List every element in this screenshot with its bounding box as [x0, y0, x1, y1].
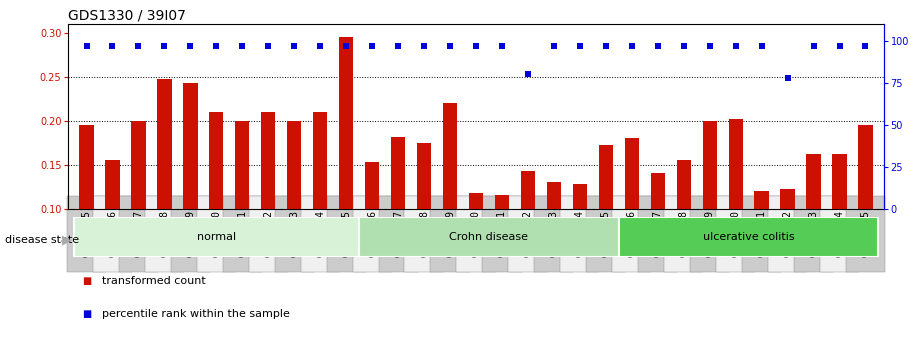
Text: Crohn disease: Crohn disease	[449, 232, 528, 242]
Bar	[599, 145, 613, 297]
Bar	[391, 137, 405, 297]
Bar	[781, 189, 794, 297]
Bar	[469, 193, 483, 297]
Bar	[365, 162, 379, 297]
Bar	[619, 217, 878, 257]
Bar	[235, 121, 250, 297]
Bar	[261, 112, 275, 297]
Bar	[287, 121, 302, 297]
Bar	[729, 119, 742, 297]
Bar	[495, 195, 509, 297]
Text: ■: ■	[82, 276, 91, 286]
Bar	[359, 217, 619, 257]
Bar	[339, 37, 353, 297]
Text: ulcerative colitis: ulcerative colitis	[702, 232, 794, 242]
Bar	[443, 103, 457, 297]
Bar	[858, 125, 873, 297]
Bar	[74, 217, 359, 257]
Text: percentile rank within the sample: percentile rank within the sample	[102, 309, 290, 319]
Bar	[210, 112, 223, 297]
Text: GDS1330 / 39I07: GDS1330 / 39I07	[68, 9, 186, 23]
Bar	[754, 191, 769, 297]
Text: transformed count: transformed count	[102, 276, 206, 286]
Bar	[521, 171, 535, 297]
Bar	[131, 121, 146, 297]
Bar	[702, 121, 717, 297]
Bar	[677, 160, 691, 297]
Bar	[806, 154, 821, 297]
Bar	[625, 138, 639, 297]
Bar	[158, 79, 171, 297]
Bar	[79, 125, 94, 297]
Bar	[417, 143, 431, 297]
Bar	[573, 184, 587, 297]
Text: ■: ■	[82, 309, 91, 319]
Bar	[313, 112, 327, 297]
Text: ▶: ▶	[62, 233, 72, 246]
Bar	[106, 160, 119, 297]
Bar	[183, 83, 198, 297]
Bar	[833, 154, 846, 297]
Text: normal: normal	[197, 232, 236, 242]
Bar	[650, 173, 665, 297]
Text: disease state: disease state	[5, 235, 78, 245]
Bar	[547, 183, 561, 297]
